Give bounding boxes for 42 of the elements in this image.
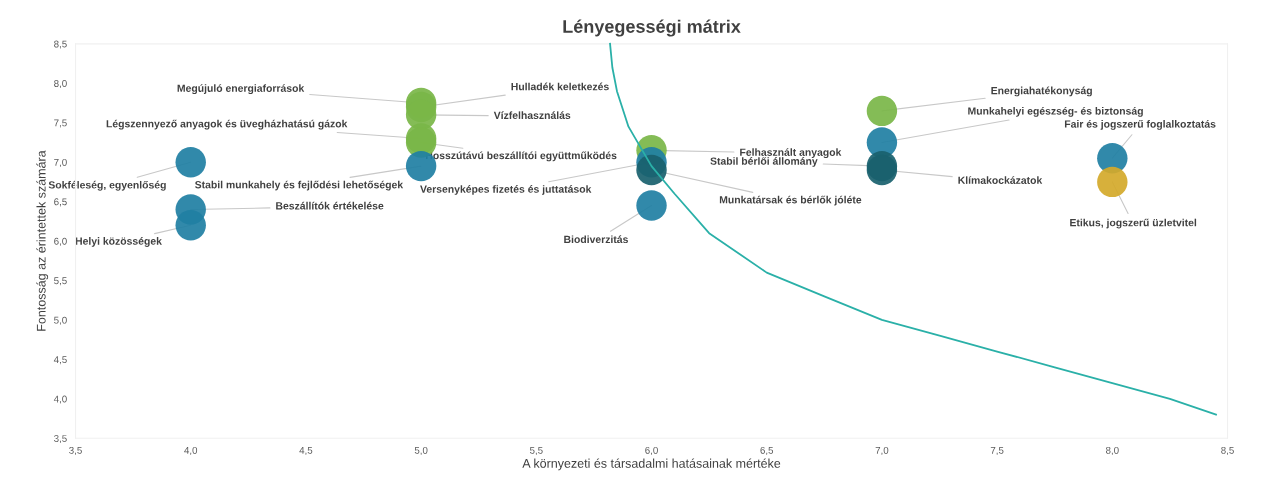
y-tick-label: 8,0 [54, 80, 67, 89]
x-tick-label: 5,0 [414, 446, 428, 455]
annotation: Vízfelhasználás [493, 111, 571, 120]
annotation: Megújuló energiaforrások [177, 84, 305, 95]
x-tick-label: 4,5 [299, 446, 313, 455]
annotation: Versenyképes fizetés és juttatások [420, 185, 592, 195]
y-axis-title: Fontosság az érintettek számára [36, 150, 49, 331]
annotation: Beszállítók értékelése [276, 201, 384, 210]
annotation: Légszennyező anyagok és üvegházhatású gázok [106, 119, 348, 130]
x-axis-title: A környezeti és társadalmi hatásainak mértéke [522, 458, 781, 471]
y-tick-label: 4,0 [53, 395, 67, 404]
x-tick-label: 8,5 [1221, 446, 1234, 455]
annotation: Energiahatékonyság [991, 86, 1092, 97]
annotation: Sokféleség, egyenlőség [48, 180, 166, 191]
x-tick-label: 3,5 [69, 446, 82, 455]
y-tick-label: 5,0 [54, 316, 67, 325]
y-tick-label: 7,5 [54, 119, 67, 128]
annotation: Helyi közösségek [75, 237, 162, 247]
x-tick-label: 6,0 [645, 446, 658, 455]
annotation: Stabil bérlői állomány [710, 157, 818, 167]
x-tick-label: 7,0 [875, 446, 889, 455]
annotation: Hulladék keletkezés [511, 82, 609, 91]
annotation: Klímakockázatok [958, 176, 1043, 184]
annotation: Etikus, jogszerű üzletvitel [1070, 218, 1197, 229]
y-tick-label: 6,5 [54, 198, 67, 207]
x-tick-label: 6,5 [760, 446, 774, 455]
annotation: Munkatársak és bérlők jóléte [719, 195, 862, 206]
y-tick-label: 6,0 [54, 237, 67, 246]
chart-title: Lényegességi mátrix [563, 19, 741, 37]
x-tick-label: 5,5 [529, 446, 543, 455]
y-tick-label: 8,5 [54, 40, 67, 49]
x-tick-label: 8,0 [1105, 446, 1119, 455]
y-tick-label: 3,5 [54, 435, 67, 444]
x-tick-label: 7,5 [990, 446, 1004, 455]
annotation: Biodiverzitás [564, 235, 628, 244]
y-tick-label: 5,5 [54, 277, 67, 286]
y-tick-label: 7,0 [54, 158, 67, 167]
annotation: Stabil munkahely és fejlődési lehetőségek [195, 180, 404, 191]
y-tick-label: 4,5 [53, 356, 67, 365]
x-tick-label: 4,0 [184, 446, 198, 455]
annotation: Fair és jogszerű foglalkoztatás [1064, 119, 1216, 130]
annotation: Munkahelyi egészség- és biztonság [968, 106, 1143, 117]
